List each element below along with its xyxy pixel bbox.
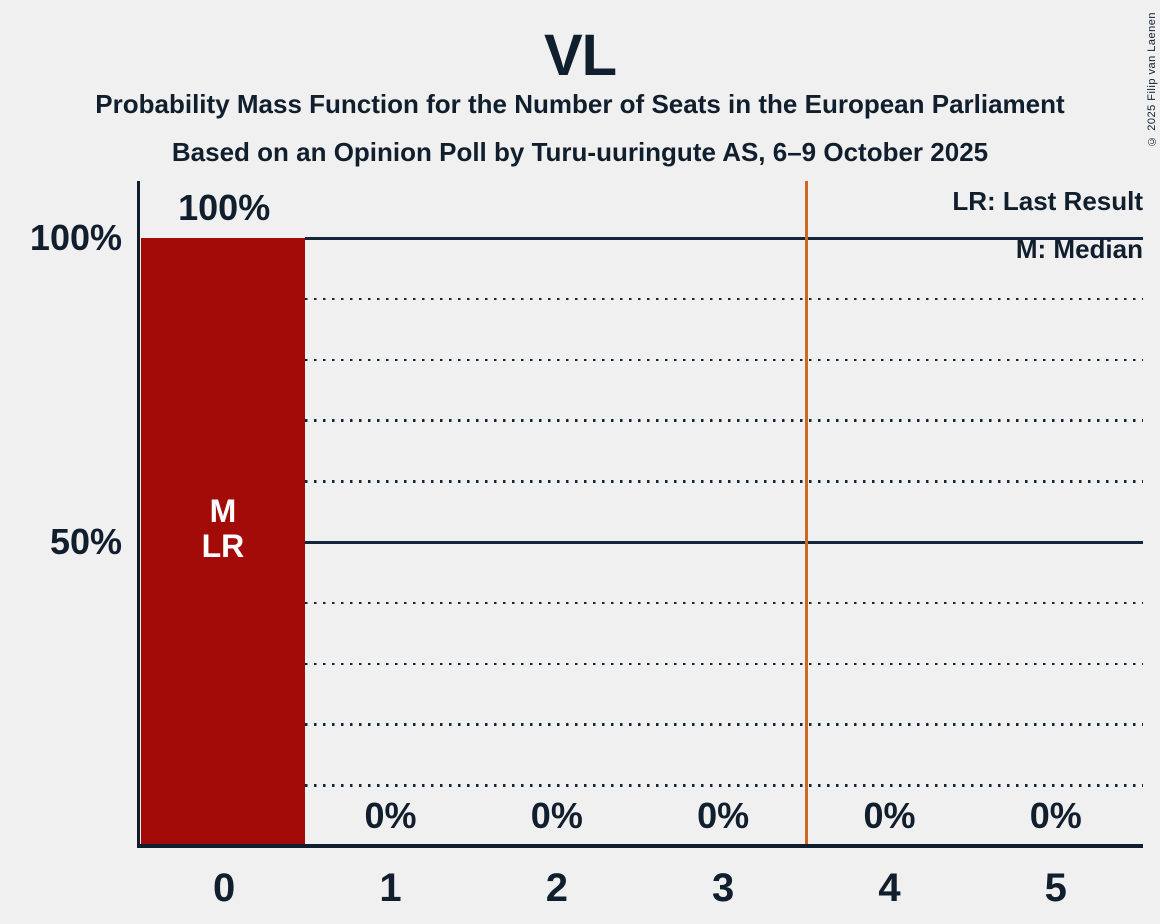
y-axis-line — [137, 181, 140, 848]
gridline-30pct — [304, 662, 1143, 666]
y-axis-label-100: 100% — [29, 217, 122, 258]
gridline-20pct — [304, 723, 1143, 726]
x-tick-label-0: 0 — [213, 866, 236, 910]
gridline-100pct — [304, 236, 1143, 240]
gridline-70pct — [304, 419, 1143, 422]
gridline-40pct — [304, 601, 1143, 605]
bar-seats-0 — [141, 238, 305, 846]
bar-annotation-line: LR — [201, 528, 245, 564]
bar-annotation-median-last-result: M LR — [141, 494, 305, 564]
x-tick-label-2: 2 — [545, 866, 568, 910]
value-label-seats-3: 0% — [697, 795, 750, 836]
x-axis-line — [137, 844, 1143, 848]
gridline-60pct — [304, 480, 1143, 483]
y-axis-label-50: 50% — [49, 521, 122, 562]
x-tick-label-4: 4 — [878, 866, 901, 910]
gridline-80pct — [304, 358, 1143, 362]
value-label-seats-4: 0% — [863, 795, 916, 836]
value-label-seats-5: 0% — [1029, 795, 1082, 836]
chart-title: VL — [543, 23, 617, 88]
chart-subtitle: Probability Mass Function for the Number… — [95, 89, 1065, 119]
value-label-seats-0: 100% — [178, 187, 271, 228]
bar-annotation-line: M — [209, 493, 237, 529]
x-tick-label-3: 3 — [712, 866, 735, 910]
x-tick-label-5: 5 — [1044, 866, 1067, 910]
gridline-10pct — [304, 784, 1143, 787]
value-label-seats-2: 0% — [530, 795, 583, 836]
copyright-notice: © 2025 Filip van Laenen — [1146, 12, 1158, 147]
legend-last-result: LR: Last Result — [952, 186, 1143, 216]
chart-source-line: Based on an Opinion Poll by Turu-uuringu… — [171, 137, 989, 167]
gridline-50pct — [304, 540, 1143, 544]
legend-median: M: Median — [1015, 234, 1143, 264]
value-label-seats-1: 0% — [364, 795, 417, 836]
x-tick-label-1: 1 — [379, 866, 402, 910]
reference-line — [804, 181, 808, 846]
gridline-90pct — [304, 297, 1143, 301]
